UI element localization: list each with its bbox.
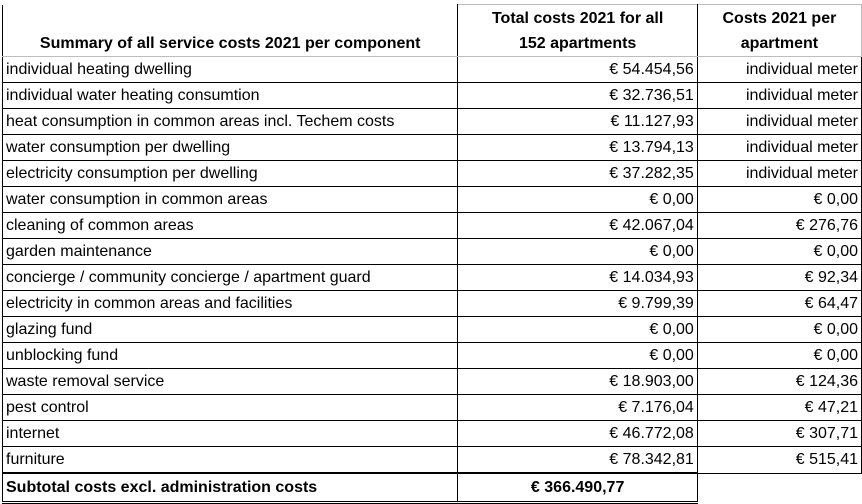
header-total-line2: 152 apartments: [518, 35, 637, 52]
cell-total-cost: € 78.342,81: [457, 446, 698, 474]
table-row: individual heating dwelling € 54.454,56 in…: [1, 56, 862, 83]
cell-total-cost: € 14.034,93: [457, 264, 698, 291]
cell-total-cost: € 42.067,04: [457, 212, 698, 239]
cell-total-cost: € 0,00: [457, 186, 698, 213]
table-row: heat consumption in common areas incl. T…: [1, 108, 862, 135]
cell-cost-per-apartment: € 307,71: [697, 420, 862, 447]
cell-cost-per-apartment: individual meter: [697, 108, 862, 135]
header-per-line2: apartment: [740, 35, 819, 52]
subtotal-empty-cell: [697, 473, 861, 503]
header-row: Summary of all service costs 2021 per co…: [1, 4, 862, 57]
cell-component: waste removal service: [1, 368, 459, 395]
table-row: individual water heating consumtion € 32.…: [1, 82, 862, 109]
table-row: internet € 46.772,08 € 307,71: [1, 420, 862, 447]
cell-cost-per-apartment: individual meter: [697, 82, 862, 109]
cell-component: furniture: [1, 446, 459, 474]
header-total: Total costs 2021 for all 152 apartments: [457, 4, 698, 57]
table-row: furniture € 78.342,81 € 515,41: [1, 446, 862, 474]
cell-cost-per-apartment: individual meter: [697, 134, 862, 161]
cell-total-cost: € 32.736,51: [457, 82, 698, 109]
cell-cost-per-apartment: € 0,00: [697, 238, 862, 265]
table-body: individual heating dwelling € 54.454,56 in…: [1, 56, 862, 474]
header-total-line1: Total costs 2021 for all: [491, 10, 664, 27]
cell-component: garden maintenance: [1, 238, 459, 265]
cell-cost-per-apartment: € 47,21: [697, 394, 862, 421]
table-row: water consumption per dwelling € 13.794,1…: [1, 134, 862, 161]
cell-total-cost: € 7.176,04: [457, 394, 698, 421]
cell-component: water consumption per dwelling: [1, 134, 459, 161]
table-row: cleaning of common areas € 42.067,04 € 276…: [1, 212, 862, 239]
cell-cost-per-apartment: € 92,34: [697, 264, 862, 291]
cell-total-cost: € 11.127,93: [457, 108, 698, 135]
cell-component: water consumption in common areas: [1, 186, 459, 213]
cell-cost-per-apartment: € 0,00: [697, 316, 862, 343]
cell-component: individual water heating consumtion: [1, 82, 459, 109]
cell-cost-per-apartment: € 124,36: [697, 368, 862, 395]
cell-cost-per-apartment: € 276,76: [697, 212, 862, 239]
header-per-apartment: Costs 2021 per apartment: [696, 4, 862, 57]
cell-component: internet: [1, 420, 459, 447]
subtotal-label: Subtotal costs excl. administration cost…: [1, 472, 459, 504]
header-component: Summary of all service costs 2021 per co…: [1, 4, 459, 57]
cell-total-cost: € 9.799,39: [457, 290, 698, 317]
cell-cost-per-apartment: individual meter: [697, 160, 862, 187]
cell-component: electricity in common areas and faciliti…: [1, 290, 459, 317]
cell-component: concierge / community concierge / apartm…: [1, 264, 459, 291]
cell-cost-per-apartment: € 0,00: [697, 342, 862, 369]
subtotal-value: € 366.490,77: [457, 472, 698, 504]
cell-component: heat consumption in common areas incl. T…: [1, 108, 459, 135]
cell-total-cost: € 18.903,00: [457, 368, 698, 395]
service-costs-table: Summary of all service costs 2021 per co…: [1, 4, 862, 504]
cell-total-cost: € 54.454,56: [457, 56, 698, 83]
cell-total-cost: € 0,00: [457, 316, 698, 343]
table-row: glazing fund € 0,00 € 0,00: [1, 316, 862, 343]
header-per-line1: Costs 2021 per: [722, 10, 837, 27]
table-row: electricity consumption per dwelling € 37…: [1, 160, 862, 187]
cell-component: individual heating dwelling: [1, 56, 459, 83]
cell-cost-per-apartment: € 515,41: [697, 446, 862, 474]
table-row: garden maintenance € 0,00 € 0,00: [1, 238, 862, 265]
cell-cost-per-apartment: individual meter: [697, 56, 862, 83]
cell-total-cost: € 0,00: [457, 342, 698, 369]
cell-cost-per-apartment: € 64,47: [697, 290, 862, 317]
cell-component: pest control: [1, 394, 459, 421]
cell-total-cost: € 13.794,13: [457, 134, 698, 161]
cell-component: electricity consumption per dwelling: [1, 160, 459, 187]
cell-total-cost: € 37.282,35: [457, 160, 698, 187]
cell-component: cleaning of common areas: [1, 212, 459, 239]
table-row: pest control € 7.176,04 € 47,21: [1, 394, 862, 421]
subtotal-row: Subtotal costs excl. administration cost…: [1, 472, 862, 504]
table-row: concierge / community concierge / apartm…: [1, 264, 862, 291]
table-row: electricity in common areas and faciliti…: [1, 290, 862, 317]
table-row: water consumption in common areas € 0,00 €…: [1, 186, 862, 213]
cell-total-cost: € 0,00: [457, 238, 698, 265]
cell-cost-per-apartment: € 0,00: [697, 186, 862, 213]
table-row: waste removal service € 18.903,00 € 124,36: [1, 368, 862, 395]
cell-total-cost: € 46.772,08: [457, 420, 698, 447]
table-row: unblocking fund € 0,00 € 0,00: [1, 342, 862, 369]
cell-component: unblocking fund: [1, 342, 459, 369]
cell-component: glazing fund: [1, 316, 459, 343]
